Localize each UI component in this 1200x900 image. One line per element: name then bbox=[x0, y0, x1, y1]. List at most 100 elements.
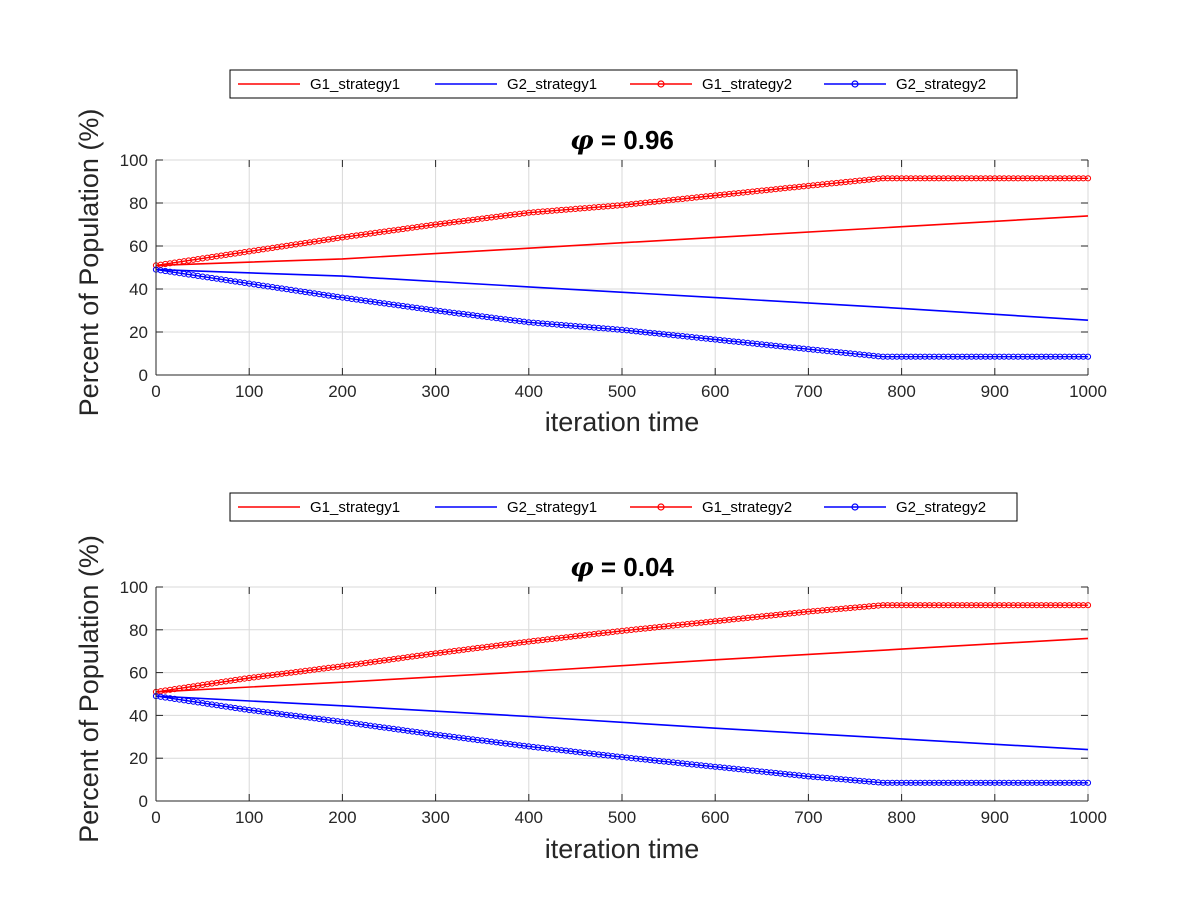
series-line-G2_strategy1 bbox=[155, 268, 1089, 321]
series-line-G2_strategy1 bbox=[155, 695, 1089, 751]
data-point bbox=[1010, 779, 1017, 786]
data-point bbox=[954, 353, 961, 360]
data-point bbox=[469, 645, 476, 652]
data-point bbox=[833, 179, 840, 187]
data-point bbox=[1038, 175, 1045, 182]
data-point bbox=[180, 697, 188, 704]
title-symbol: φ bbox=[570, 126, 594, 156]
data-point bbox=[1001, 602, 1008, 609]
data-point bbox=[996, 175, 1003, 182]
data-point bbox=[1080, 602, 1087, 609]
data-point bbox=[204, 700, 211, 707]
data-point bbox=[893, 602, 901, 609]
data-point bbox=[1056, 779, 1064, 786]
series-line-G1_strategy1 bbox=[155, 637, 1089, 693]
data-point bbox=[763, 187, 770, 194]
data-point bbox=[949, 779, 957, 786]
title-text: = 0.96 bbox=[594, 125, 674, 155]
data-point bbox=[968, 602, 975, 609]
data-point bbox=[991, 779, 998, 786]
data-point bbox=[810, 346, 817, 353]
data-point bbox=[935, 779, 943, 786]
data-point bbox=[553, 635, 560, 642]
data-point bbox=[907, 175, 915, 182]
data-point bbox=[632, 626, 640, 633]
data-point bbox=[716, 617, 724, 624]
data-point bbox=[367, 722, 374, 729]
legend-item: G2_strategy1 bbox=[435, 499, 597, 516]
y-axis-label: Percent of Population (%) bbox=[74, 535, 104, 843]
data-point bbox=[367, 230, 374, 237]
chart-top: 0 100 200 300 400 500 600 700 800 900 1000 0 20 40 60 8… bbox=[74, 69, 1107, 437]
data-point bbox=[903, 175, 910, 182]
data-point bbox=[390, 725, 397, 733]
data-point bbox=[399, 225, 407, 233]
data-point bbox=[563, 634, 570, 641]
data-point bbox=[320, 665, 327, 672]
grid bbox=[155, 159, 1089, 376]
data-point bbox=[740, 339, 747, 346]
data-point bbox=[772, 611, 779, 619]
data-point bbox=[1029, 602, 1036, 609]
data-point bbox=[996, 353, 1003, 360]
data-point bbox=[987, 175, 994, 182]
data-point bbox=[390, 301, 397, 308]
data-point bbox=[283, 242, 290, 249]
data-point bbox=[833, 348, 840, 356]
data-point bbox=[763, 769, 770, 776]
data-point bbox=[949, 353, 957, 360]
y-tick-label: 40 bbox=[129, 706, 148, 725]
data-point bbox=[1084, 602, 1092, 609]
data-point bbox=[926, 353, 933, 360]
data-point bbox=[963, 353, 970, 360]
data-point bbox=[912, 353, 919, 360]
data-point bbox=[893, 175, 901, 182]
data-point bbox=[260, 673, 267, 680]
data-point bbox=[516, 742, 523, 749]
data-point bbox=[959, 602, 966, 609]
data-point bbox=[749, 614, 756, 621]
data-point bbox=[399, 654, 407, 661]
data-point bbox=[274, 244, 281, 251]
data-point bbox=[898, 353, 905, 360]
data-point bbox=[646, 199, 654, 206]
data-point bbox=[1019, 602, 1026, 609]
data-point bbox=[413, 304, 421, 311]
data-point bbox=[1052, 353, 1059, 360]
data-point bbox=[679, 333, 686, 340]
data-point bbox=[344, 662, 351, 669]
data-point bbox=[460, 646, 467, 653]
data-point bbox=[227, 677, 234, 684]
data-point bbox=[609, 628, 616, 636]
data-point bbox=[586, 324, 593, 331]
data-point bbox=[623, 201, 630, 208]
data-point bbox=[889, 353, 896, 360]
data-point bbox=[1010, 175, 1017, 182]
x-tick-label: 1000 bbox=[1069, 808, 1107, 827]
data-point bbox=[702, 193, 710, 200]
data-point bbox=[632, 200, 640, 207]
data-point bbox=[507, 211, 514, 219]
data-point bbox=[1080, 353, 1087, 360]
legend-item: G2_strategy2 bbox=[824, 499, 986, 516]
data-point bbox=[437, 732, 444, 739]
data-point bbox=[306, 667, 313, 674]
x-tick-label: 900 bbox=[981, 808, 1009, 827]
y-tick-label: 60 bbox=[129, 237, 148, 256]
data-point bbox=[884, 175, 891, 182]
data-point bbox=[530, 209, 537, 216]
data-point bbox=[1038, 353, 1045, 360]
data-point bbox=[973, 353, 980, 360]
data-point bbox=[1075, 353, 1082, 360]
data-point bbox=[586, 631, 593, 638]
data-point bbox=[898, 602, 905, 609]
data-point bbox=[1052, 175, 1059, 182]
data-point bbox=[940, 353, 947, 360]
x-tick-label: 500 bbox=[608, 808, 636, 827]
data-point bbox=[413, 729, 421, 736]
data-point bbox=[926, 175, 933, 182]
data-point bbox=[772, 186, 779, 193]
data-point bbox=[740, 615, 747, 622]
data-point bbox=[469, 216, 476, 223]
x-tick-label: 0 bbox=[151, 382, 160, 401]
